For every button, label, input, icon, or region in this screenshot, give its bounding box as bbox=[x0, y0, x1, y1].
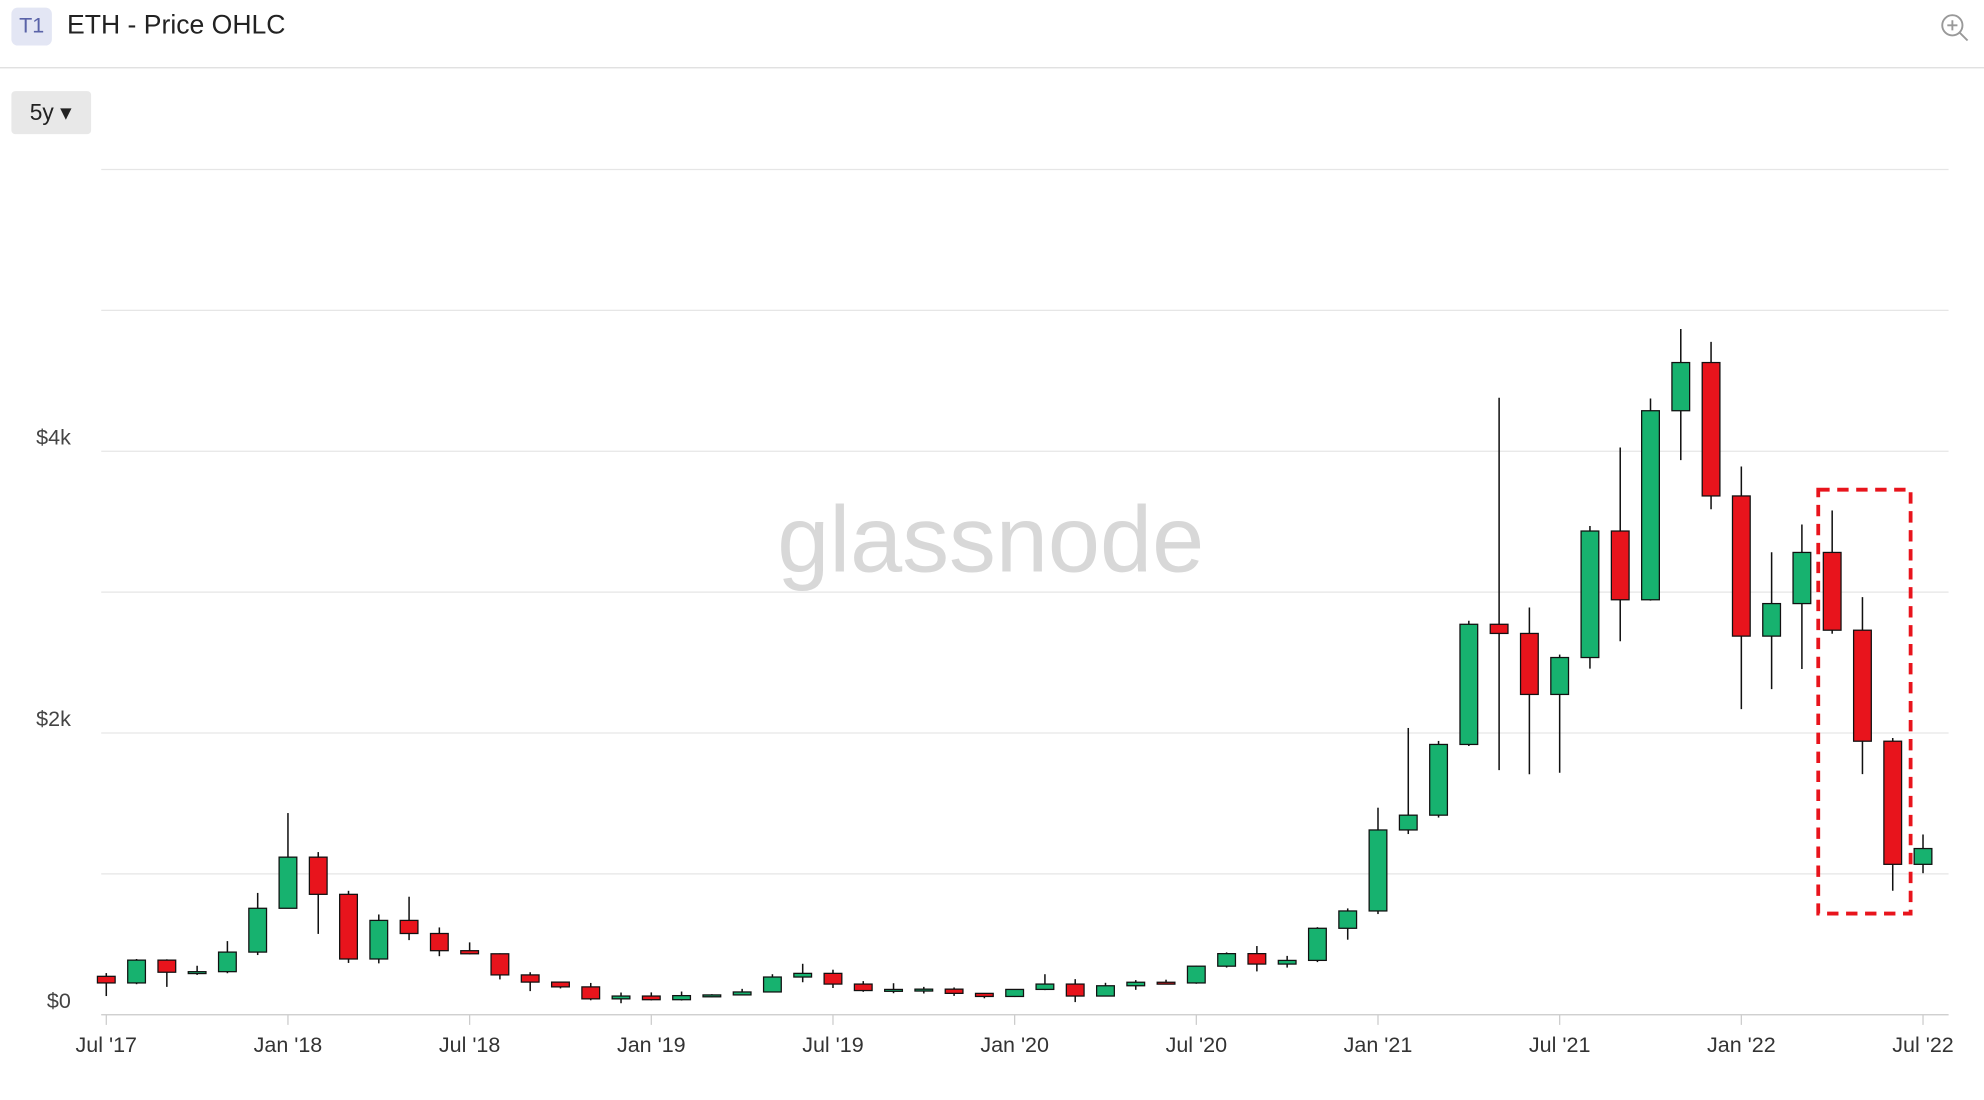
zoom-icon[interactable] bbox=[1941, 14, 1969, 42]
candle-body bbox=[672, 994, 692, 1001]
candle-body bbox=[1035, 983, 1055, 991]
candle-body bbox=[248, 907, 268, 953]
candle-body bbox=[1913, 847, 1933, 865]
candle-body bbox=[732, 991, 752, 996]
candle-body bbox=[762, 976, 782, 993]
candle-body bbox=[1368, 829, 1388, 912]
candle-body bbox=[1610, 530, 1630, 601]
candle-body bbox=[1883, 740, 1903, 865]
candle-body bbox=[1277, 959, 1297, 965]
x-tick-label: Jan '19 bbox=[617, 1033, 686, 1057]
candle-body bbox=[369, 919, 389, 960]
x-tick-label: Jul '20 bbox=[1166, 1033, 1228, 1057]
candle-body bbox=[944, 988, 964, 994]
candle-body bbox=[460, 950, 480, 955]
x-tick-label: Jul '22 bbox=[1892, 1033, 1953, 1057]
candle-body bbox=[884, 988, 904, 992]
candle-body bbox=[1429, 743, 1449, 816]
y-tick-label: $4k bbox=[36, 425, 71, 449]
candle-body bbox=[429, 932, 449, 952]
candle-body bbox=[96, 975, 116, 984]
candle-body bbox=[1580, 530, 1600, 659]
watermark: glassnode bbox=[777, 486, 1204, 591]
candle-body bbox=[339, 893, 359, 960]
candle-body bbox=[399, 919, 419, 935]
candle-body bbox=[520, 974, 540, 983]
candle-body bbox=[1065, 983, 1085, 997]
candle-body bbox=[1126, 981, 1146, 987]
range-label[interactable]: 5y ▾ bbox=[30, 99, 72, 125]
badge-bg bbox=[11, 7, 52, 46]
candle-body bbox=[853, 983, 873, 992]
candle-body bbox=[1519, 632, 1539, 696]
candle-body bbox=[1489, 623, 1509, 635]
candle-body bbox=[1792, 551, 1812, 605]
candle-body bbox=[1641, 410, 1660, 601]
candle-body bbox=[308, 856, 328, 895]
x-tick-label: Jul '19 bbox=[802, 1033, 863, 1057]
candle-body bbox=[914, 988, 934, 992]
x-tick-label: Jan '22 bbox=[1707, 1033, 1776, 1057]
candle-body bbox=[1247, 953, 1267, 965]
candle-body bbox=[641, 995, 661, 1001]
chart-title: ETH - Price OHLC bbox=[67, 10, 285, 40]
candle-body bbox=[702, 994, 722, 998]
candle-body bbox=[1338, 910, 1358, 929]
candle-body bbox=[1822, 551, 1842, 631]
candle-body bbox=[1550, 656, 1570, 696]
candle-body bbox=[1307, 927, 1327, 962]
y-tick-label: $2k bbox=[36, 707, 71, 731]
y-tick-label: $0 bbox=[47, 989, 71, 1013]
candle-body bbox=[823, 972, 843, 985]
candle-body bbox=[1852, 629, 1872, 742]
candle-body bbox=[1186, 965, 1206, 984]
candle-body bbox=[974, 992, 994, 998]
candle-body bbox=[1701, 361, 1721, 497]
candle-body bbox=[611, 995, 631, 1000]
badge: T1 bbox=[19, 13, 44, 37]
candle-body bbox=[1095, 985, 1115, 997]
candle-body bbox=[278, 856, 298, 909]
x-tick-label: Jan '21 bbox=[1344, 1033, 1413, 1057]
x-tick-label: Jul '18 bbox=[439, 1033, 501, 1057]
candle-body bbox=[550, 981, 570, 988]
x-tick-label: Jul '17 bbox=[76, 1033, 137, 1057]
candle-body bbox=[157, 959, 177, 973]
candle-body bbox=[1762, 602, 1782, 637]
x-tick-label: Jan '18 bbox=[254, 1033, 323, 1057]
highlight-box bbox=[1816, 487, 1913, 916]
range-button[interactable] bbox=[11, 91, 92, 135]
plot: $0 $2k $4k Jul '17 Jan '18 Jul '18 Jan '19 Jul … bbox=[36, 168, 1954, 1057]
candle-body bbox=[1398, 814, 1418, 831]
candle-body bbox=[127, 959, 147, 984]
candle-body bbox=[1156, 981, 1176, 985]
candle-body bbox=[1005, 988, 1025, 998]
candle-body bbox=[1731, 495, 1751, 637]
candle-body bbox=[1459, 623, 1479, 746]
candle-body bbox=[217, 951, 237, 973]
x-tick-label: Jul '21 bbox=[1529, 1033, 1590, 1057]
candle-body bbox=[187, 971, 207, 975]
candle-body bbox=[793, 972, 813, 978]
candle-body bbox=[490, 953, 510, 976]
candle-body bbox=[1671, 361, 1691, 412]
candle-body bbox=[1217, 953, 1237, 967]
x-tick-label: Jan '20 bbox=[980, 1033, 1049, 1057]
candle-body bbox=[581, 986, 601, 1000]
